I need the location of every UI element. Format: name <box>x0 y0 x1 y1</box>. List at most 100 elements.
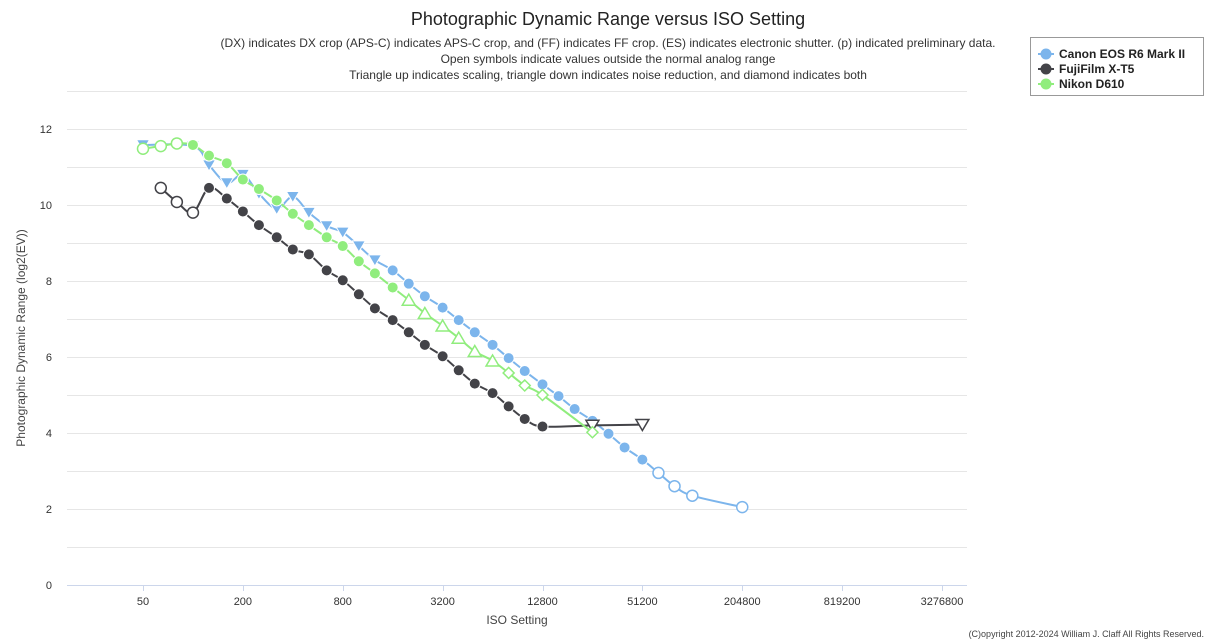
data-point[interactable] <box>486 338 499 351</box>
series-0 <box>135 139 749 514</box>
series-1 <box>154 181 651 433</box>
data-point[interactable] <box>436 350 449 363</box>
chart-subtitle-line-1: (DX) indicates DX crop (APS-C) indicates… <box>221 36 996 50</box>
data-point[interactable] <box>450 330 467 344</box>
data-point[interactable] <box>736 500 749 514</box>
data-point[interactable] <box>170 137 184 150</box>
data-point[interactable] <box>402 326 415 339</box>
data-point[interactable] <box>502 400 515 413</box>
data-point[interactable] <box>136 142 150 156</box>
data-point[interactable] <box>402 277 415 290</box>
data-point[interactable] <box>668 479 681 493</box>
data-point[interactable] <box>352 288 365 301</box>
data-point[interactable] <box>352 255 365 268</box>
data-point[interactable] <box>320 264 333 277</box>
data-point[interactable] <box>319 220 335 233</box>
data-point[interactable] <box>154 139 168 153</box>
data-point[interactable] <box>170 195 184 209</box>
x-tick-label: 800 <box>334 596 352 608</box>
data-point[interactable] <box>484 353 501 367</box>
data-point[interactable] <box>486 387 499 400</box>
data-point[interactable] <box>618 441 631 454</box>
data-point[interactable] <box>302 248 315 261</box>
data-point[interactable] <box>252 219 265 232</box>
data-point[interactable] <box>634 418 651 432</box>
data-point[interactable] <box>270 231 283 244</box>
data-point[interactable] <box>436 301 449 314</box>
data-point[interactable] <box>286 243 299 256</box>
data-point[interactable] <box>219 177 235 190</box>
data-point[interactable] <box>368 302 381 315</box>
data-point[interactable] <box>400 292 417 306</box>
data-point[interactable] <box>602 427 615 440</box>
data-point[interactable] <box>518 378 532 393</box>
data-point[interactable] <box>536 378 549 391</box>
data-point[interactable] <box>502 352 515 365</box>
data-point[interactable] <box>186 206 200 219</box>
legend-marker <box>1040 48 1052 60</box>
data-point[interactable] <box>367 254 383 267</box>
data-point[interactable] <box>368 267 381 280</box>
data-point[interactable] <box>186 138 199 151</box>
x-tick-label: 3276800 <box>921 596 964 608</box>
data-point[interactable] <box>418 290 431 303</box>
data-point[interactable] <box>652 466 665 480</box>
data-point[interactable] <box>236 173 249 186</box>
data-point[interactable] <box>386 314 399 327</box>
data-point[interactable] <box>418 338 431 351</box>
data-point[interactable] <box>220 192 233 205</box>
y-tick-label: 12 <box>40 124 52 136</box>
legend-item[interactable]: Canon EOS R6 Mark II <box>1038 47 1185 61</box>
data-point[interactable] <box>336 240 349 253</box>
x-tick-label: 3200 <box>430 596 454 608</box>
x-axis-title: ISO Setting <box>486 613 547 627</box>
data-point[interactable] <box>220 157 233 170</box>
data-point[interactable] <box>568 403 581 416</box>
data-point[interactable] <box>335 226 351 240</box>
y-tick-label: 8 <box>46 276 52 288</box>
data-point[interactable] <box>452 364 465 377</box>
data-point[interactable] <box>552 390 565 403</box>
data-point[interactable] <box>536 420 549 433</box>
data-point[interactable] <box>203 149 216 162</box>
data-point[interactable] <box>636 453 649 466</box>
data-point[interactable] <box>285 190 301 204</box>
data-point[interactable] <box>154 181 168 195</box>
data-point[interactable] <box>686 489 699 502</box>
data-point[interactable] <box>320 231 333 244</box>
data-point[interactable] <box>518 365 531 378</box>
data-point[interactable] <box>252 183 265 196</box>
x-tick-label: 819200 <box>824 596 861 608</box>
y-tick-label: 2 <box>46 504 52 516</box>
data-point[interactable] <box>417 305 433 320</box>
data-point[interactable] <box>286 207 299 220</box>
chart-subtitle-line-2: Open symbols indicate values outside the… <box>441 52 776 66</box>
legend-item[interactable]: FujiFilm X-T5 <box>1038 62 1135 76</box>
copyright-text: (C)opyright 2012-2024 William J. Claff A… <box>969 629 1204 639</box>
series-line <box>160 186 643 428</box>
data-point[interactable] <box>434 318 451 332</box>
data-point[interactable] <box>203 181 216 194</box>
data-point[interactable] <box>386 281 399 294</box>
data-point[interactable] <box>535 388 550 402</box>
data-point[interactable] <box>302 219 315 232</box>
data-point[interactable] <box>502 366 516 380</box>
x-tick-label: 200 <box>234 596 252 608</box>
data-point[interactable] <box>585 425 599 439</box>
y-axis-ticks: 0 2 4 6 8 10 12 <box>40 124 52 592</box>
data-point[interactable] <box>518 412 531 425</box>
data-point[interactable] <box>301 206 317 220</box>
data-point[interactable] <box>468 377 481 390</box>
data-point[interactable] <box>386 264 399 277</box>
data-point[interactable] <box>270 194 283 207</box>
data-point[interactable] <box>351 240 367 253</box>
data-point[interactable] <box>236 205 249 218</box>
data-point[interactable] <box>466 343 483 358</box>
data-point[interactable] <box>336 274 349 287</box>
series-2 <box>136 137 599 439</box>
legend-item[interactable]: Nikon D610 <box>1038 77 1125 91</box>
data-point[interactable] <box>452 314 465 327</box>
x-tick-label: 51200 <box>627 596 658 608</box>
data-point[interactable] <box>468 326 481 339</box>
